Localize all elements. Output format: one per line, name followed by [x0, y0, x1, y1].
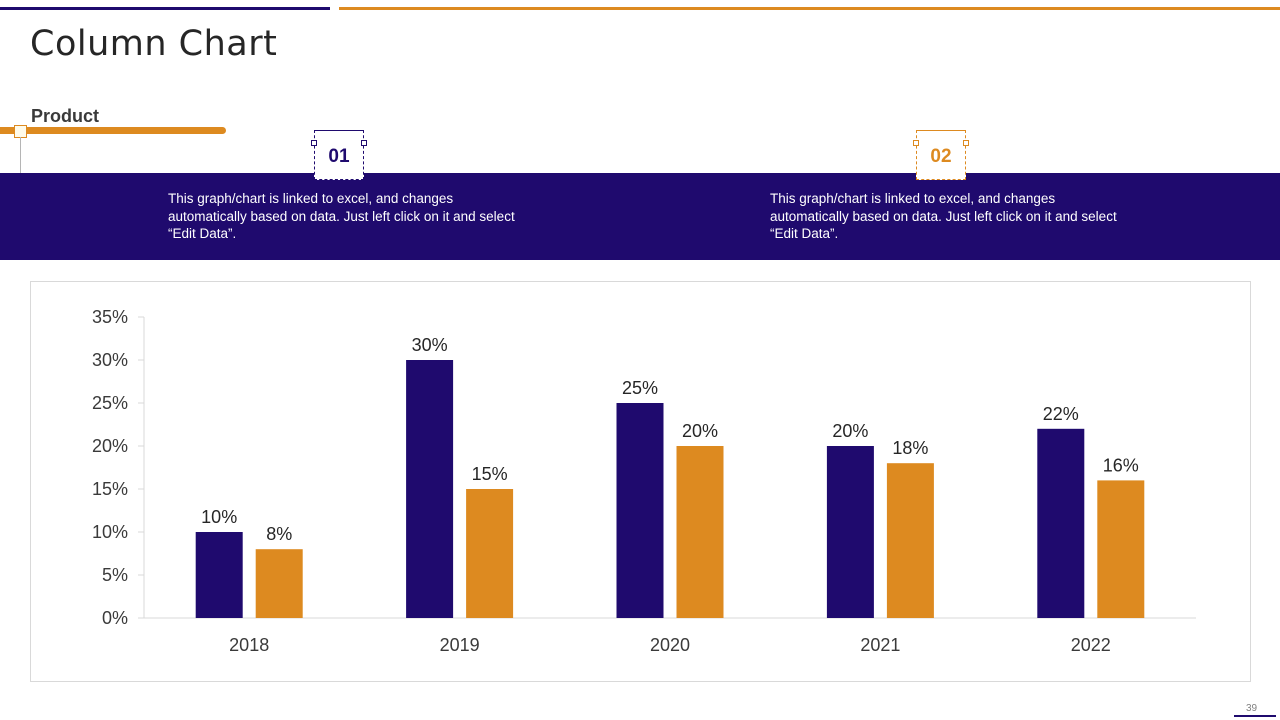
y-tick-label: 35% [92, 307, 128, 327]
y-tick-label: 15% [92, 479, 128, 499]
box-handle-left [913, 140, 919, 146]
bar-2019-series-2 [466, 489, 514, 618]
x-tick-label: 2020 [650, 635, 690, 655]
x-tick-label: 2019 [440, 635, 480, 655]
bar-2018-series-1 [195, 532, 243, 618]
top-accent-line-navy [0, 7, 330, 10]
bar-2018-series-2 [255, 549, 303, 618]
data-label: 8% [266, 524, 292, 544]
column-chart[interactable]: 0% 5% 10% 15% 20% 25% 30% 35% 10% 8% 2018 30% 15% 201… [31, 282, 1252, 683]
bar-2022-series-1 [1037, 428, 1085, 618]
x-tick-label: 2021 [860, 635, 900, 655]
box-handle-right [361, 140, 367, 146]
bar-2022-series-2 [1097, 480, 1145, 618]
box-handle-right [963, 140, 969, 146]
bar-2021-series-2 [886, 463, 934, 618]
page-number: 39 [1246, 703, 1258, 714]
chart-frame[interactable]: 0% 5% 10% 15% 20% 25% 30% 35% 10% 8% 2018 30% 15% 201… [30, 281, 1251, 682]
y-tick-label: 5% [102, 565, 128, 585]
section-subtitle: Product [31, 106, 100, 126]
callout-number-box-2: 02 [913, 130, 969, 180]
data-label: 20% [832, 421, 868, 441]
bar-2019-series-1 [406, 360, 454, 618]
subtitle-underline-bar [0, 127, 226, 134]
x-tick-label: 2022 [1071, 635, 1111, 655]
data-label: 16% [1103, 455, 1139, 475]
data-label: 15% [472, 464, 508, 484]
data-label: 18% [892, 438, 928, 458]
data-label: 20% [682, 421, 718, 441]
x-tick-label: 2018 [229, 635, 269, 655]
top-accent-line-orange [339, 7, 1280, 10]
callout-number-2: 02 [930, 146, 952, 167]
data-label: 25% [622, 378, 658, 398]
callout-text-2: This graph/chart is linked to excel, and… [770, 191, 1117, 241]
page-number-underline [1234, 715, 1276, 717]
data-label: 22% [1043, 404, 1079, 424]
y-tick-label: 25% [92, 393, 128, 413]
data-label: 30% [412, 335, 448, 355]
y-tick-label: 30% [92, 350, 128, 370]
callout-text-1: This graph/chart is linked to excel, and… [168, 191, 515, 241]
callout-number-1: 01 [328, 146, 350, 167]
page-title: Column Chart [30, 24, 278, 64]
bar-2021-series-1 [826, 446, 874, 618]
bar-2020-series-1 [616, 403, 664, 618]
callout-number-box-1: 01 [311, 130, 367, 180]
info-band [0, 173, 1280, 260]
y-tick-label: 0% [102, 608, 128, 628]
connector-line [20, 137, 21, 174]
bar-2020-series-2 [676, 446, 724, 618]
y-tick-label: 10% [92, 522, 128, 542]
data-label: 10% [201, 507, 237, 527]
box-handle-left [311, 140, 317, 146]
y-tick-label: 20% [92, 436, 128, 456]
